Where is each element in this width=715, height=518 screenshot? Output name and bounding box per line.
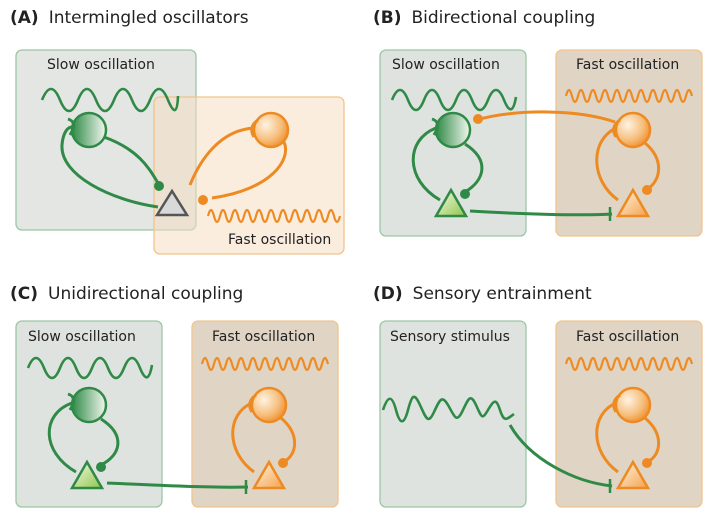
panel-d-stimulus-label: Sensory stimulus bbox=[390, 329, 510, 345]
panel-b-green-triangle bbox=[433, 187, 469, 218]
panel-d-stimulus-to-triangle bbox=[508, 424, 613, 488]
panel-a-triangle-neuron bbox=[154, 188, 190, 217]
panel-b-green-synapse bbox=[460, 189, 470, 199]
panel-b-fast-neuron bbox=[614, 111, 652, 149]
panel-c-slow-wave bbox=[26, 356, 154, 380]
panel-b-orange-to-triangle bbox=[643, 141, 661, 190]
panel-b-letter: (B) bbox=[373, 8, 402, 28]
panel-a-orange-axon-to-triangle bbox=[188, 126, 255, 186]
panel-a-fast-wave bbox=[206, 208, 342, 224]
panel-b-slow-label: Slow oscillation bbox=[392, 57, 500, 73]
panel-a-green-dendrite-mark bbox=[67, 117, 75, 136]
panel-c-fast-label: Fast oscillation bbox=[212, 329, 316, 345]
panel-a-letter: (A) bbox=[10, 8, 39, 28]
panel-a-slow-neuron bbox=[70, 111, 108, 149]
panel-c-fast-wave bbox=[200, 356, 330, 372]
panel-d-fast-neuron bbox=[614, 386, 652, 424]
panel-a-fast-neuron bbox=[252, 111, 290, 149]
panel-c-orange-to-triangle bbox=[279, 416, 297, 463]
panel-c-green-feedback bbox=[47, 401, 77, 474]
panel-d-title: (D) Sensory entrainment bbox=[373, 284, 592, 304]
panel-d bbox=[379, 320, 703, 508]
panel-c-orange-triangle bbox=[251, 459, 287, 490]
panel-a-green-synapse bbox=[154, 181, 164, 191]
panel-a-green-feedback bbox=[60, 125, 159, 209]
panel-d-fast-label: Fast oscillation bbox=[576, 329, 680, 345]
panel-d-orange-synapse bbox=[642, 458, 652, 468]
panel-d-orange-triangle bbox=[615, 459, 651, 490]
panel-a-fast-label: Fast oscillation bbox=[228, 232, 332, 248]
panel-c-slow-to-fast bbox=[106, 481, 249, 489]
panel-c-orange-synapse bbox=[278, 458, 288, 468]
panel-c-title-text: Unidirectional coupling bbox=[48, 284, 244, 304]
panel-d-orange-feedback bbox=[595, 401, 619, 474]
panel-b-slow-neuron bbox=[434, 111, 472, 149]
panel-d-letter: (D) bbox=[373, 284, 403, 304]
panel-c-green-synapse bbox=[96, 462, 106, 472]
panel-a-orange-feedback bbox=[211, 141, 287, 200]
panel-c-green-dendrite-mark bbox=[67, 392, 75, 411]
panel-a-title: (A) Intermingled oscillators bbox=[10, 8, 249, 28]
panel-b-green-feedback bbox=[411, 126, 441, 202]
panel-d-stimulus-wave bbox=[381, 395, 515, 423]
panel-b-fast-wave bbox=[564, 88, 694, 104]
panel-a bbox=[15, 49, 345, 255]
panel-c bbox=[15, 320, 339, 508]
panel-b-orange-triangle bbox=[615, 187, 651, 218]
panel-d-fast-wave bbox=[564, 356, 694, 372]
panel-a-orange-dendrite-mark bbox=[250, 118, 259, 138]
panel-a-orange-synapse bbox=[198, 195, 208, 205]
panel-c-letter: (C) bbox=[10, 284, 39, 304]
panel-a-title-text: Intermingled oscillators bbox=[48, 8, 249, 28]
panel-b-orange-synapse bbox=[642, 185, 652, 195]
panel-a-fast-box bbox=[153, 96, 345, 255]
panel-c-slow-neuron bbox=[70, 386, 108, 424]
panel-b-fast-label: Fast oscillation bbox=[576, 57, 680, 73]
panel-b-cross-synapse bbox=[473, 114, 483, 124]
panel-b-green-to-triangle bbox=[464, 142, 484, 194]
panel-c-green-to-triangle bbox=[100, 417, 120, 467]
panel-d-title-text: Sensory entrainment bbox=[412, 284, 592, 304]
panel-b-slow-to-fast bbox=[475, 110, 616, 124]
panel-d-orange-to-triangle bbox=[643, 416, 661, 463]
panel-b-green-dendrite-mark bbox=[431, 117, 439, 136]
panel-b-title-text: Bidirectional coupling bbox=[411, 8, 596, 28]
panel-c-slow-label: Slow oscillation bbox=[28, 329, 136, 345]
panel-a-slow-wave bbox=[40, 87, 180, 113]
panel-c-orange-feedback bbox=[231, 401, 255, 474]
panel-b-slow-wave bbox=[390, 88, 518, 112]
panel-a-slow-label: Slow oscillation bbox=[47, 57, 155, 73]
panel-b-orange-feedback bbox=[595, 126, 619, 202]
panel-a-green-axon bbox=[103, 135, 160, 184]
panel-c-fast-neuron bbox=[250, 386, 288, 424]
panel-c-title: (C) Unidirectional coupling bbox=[10, 284, 243, 304]
panel-b-title: (B) Bidirectional coupling bbox=[373, 8, 595, 28]
panel-b-fast-to-slow bbox=[469, 209, 613, 217]
panel-c-green-triangle bbox=[69, 459, 105, 490]
panel-b bbox=[379, 49, 703, 237]
